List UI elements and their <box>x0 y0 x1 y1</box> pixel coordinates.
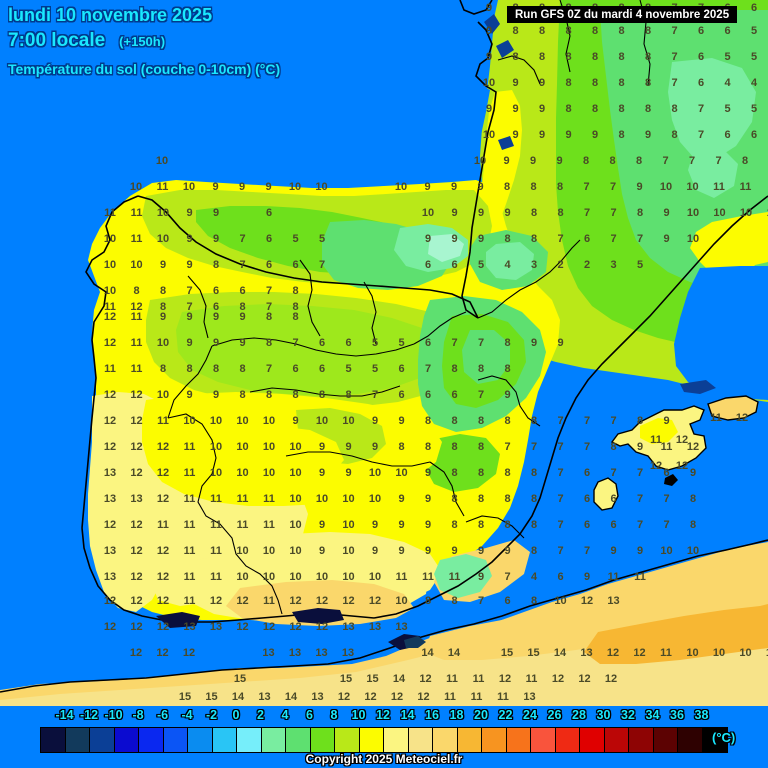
legend-color-cell <box>678 728 703 752</box>
legend-color-cell <box>310 728 335 752</box>
legend-color-bar <box>40 727 728 753</box>
landmass-iberia <box>88 180 560 626</box>
legend-tick-label: 18 <box>449 708 464 722</box>
legend-color-cell <box>114 728 139 752</box>
legend-tick-label: 2 <box>257 708 264 722</box>
legend-color-cell <box>90 728 115 752</box>
legend-color-cell <box>457 728 482 752</box>
legend-tick-label: 4 <box>281 708 289 722</box>
legend-tick-label: -4 <box>181 708 193 722</box>
model-run-banner: Run GFS 0Z du mardi 4 novembre 2025 <box>507 6 738 23</box>
legend-tick-label: 22 <box>498 708 513 722</box>
legend-tick-label: 24 <box>523 708 537 722</box>
legend-tick-label: 32 <box>621 708 635 722</box>
legend-color-cell <box>580 728 605 752</box>
legend-tick-label: 20 <box>474 708 488 722</box>
legend-tick-label: 10 <box>351 708 366 722</box>
legend-tick-label: 6 <box>306 708 313 722</box>
landmass-north-africa <box>0 542 768 706</box>
legend-color-cell <box>433 728 458 752</box>
legend-tick-label: 16 <box>425 708 439 722</box>
copyright-text: Copyright 2025 Meteociel.fr <box>305 752 463 766</box>
legend-color-cell <box>212 728 237 752</box>
legend-tick-label: 30 <box>596 708 611 722</box>
legend-color-cell <box>335 728 360 752</box>
legend-tick-label: -6 <box>156 708 169 722</box>
legend-color-cell <box>65 728 90 752</box>
model-run-label: Run GFS 0Z du mardi 4 novembre 2025 <box>515 8 730 21</box>
legend-tick-label: -8 <box>132 708 144 722</box>
bay-shading <box>484 14 716 394</box>
legend-tick-label: 36 <box>670 708 684 722</box>
balearic-islands <box>593 395 759 511</box>
legend-color-cell <box>261 728 286 752</box>
map-temperature-field <box>0 0 768 706</box>
legend-tick-label: 14 <box>400 708 415 722</box>
legend-color-cell <box>702 728 727 752</box>
legend-unit-label: (°C) <box>712 730 736 745</box>
legend-color-cell <box>237 728 262 752</box>
color-scale-legend: -14 -12 -10 -8 -6 -4 -2 0 2 4 6 8 10 12 14 16 18 20 22 24 26… <box>0 706 768 768</box>
legend-color-cell <box>139 728 164 752</box>
legend-tick-label: -14 <box>55 708 74 722</box>
legend-color-cell <box>506 728 531 752</box>
legend-tick-label: -2 <box>205 708 218 722</box>
legend-color-cell <box>286 728 311 752</box>
legend-tick-label: -10 <box>104 708 123 722</box>
legend-tick-label: 8 <box>330 708 338 722</box>
legend-color-cell <box>482 728 507 752</box>
weather-map[interactable]: 9888888776698888887665988888876551099888… <box>0 0 768 706</box>
legend-tick-label: 34 <box>645 708 660 722</box>
legend-tick-label: 0 <box>232 708 240 722</box>
legend-tick-label: 28 <box>572 708 586 722</box>
legend-color-cell <box>359 728 384 752</box>
legend-color-cell <box>604 728 629 752</box>
legend-tick-label: 12 <box>376 708 390 722</box>
legend-tick-label: 38 <box>694 708 709 722</box>
legend-tick-labels: -14 -12 -10 -8 -6 -4 -2 0 2 4 6 8 10 12 14 16 18 20 22 24 26… <box>0 706 768 726</box>
legend-color-cell <box>384 728 409 752</box>
legend-color-cell <box>629 728 654 752</box>
legend-color-cell <box>531 728 556 752</box>
legend-tick-label: 26 <box>547 708 562 722</box>
legend-color-cell <box>188 728 213 752</box>
legend-tick-label: -12 <box>79 708 99 722</box>
legend-color-cell <box>163 728 188 752</box>
legend-color-cell <box>408 728 433 752</box>
legend-color-cell <box>555 728 580 752</box>
inland-water-2 <box>404 636 426 648</box>
legend-color-cell <box>41 728 66 752</box>
legend-color-cell <box>653 728 678 752</box>
